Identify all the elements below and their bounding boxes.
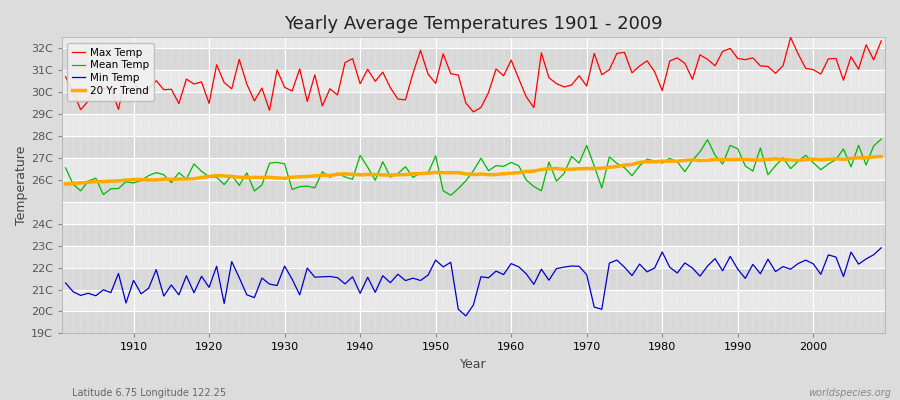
20 Yr Trend <box>506 171 517 176</box>
Mean Temp <box>60 166 71 170</box>
Max Temp <box>121 73 131 78</box>
Max Temp <box>604 67 615 72</box>
Mean Temp <box>446 193 456 198</box>
Bar <box>62 180 885 202</box>
20 Yr Trend <box>60 182 71 186</box>
Min Temp <box>461 314 472 318</box>
Bar <box>62 268 885 290</box>
Bar <box>62 312 885 334</box>
Bar <box>62 246 885 268</box>
20 Yr Trend <box>499 171 509 176</box>
Min Temp <box>876 246 886 250</box>
Max Temp <box>876 38 886 43</box>
20 Yr Trend <box>332 172 343 177</box>
Min Temp <box>121 301 131 306</box>
Mean Temp <box>332 171 343 176</box>
Max Temp <box>506 58 517 62</box>
Bar <box>62 114 885 136</box>
20 Yr Trend <box>597 166 608 171</box>
Line: 20 Yr Trend: 20 Yr Trend <box>66 156 881 184</box>
20 Yr Trend <box>876 154 886 159</box>
Min Temp <box>332 275 343 280</box>
Legend: Max Temp, Mean Temp, Min Temp, 20 Yr Trend: Max Temp, Mean Temp, Min Temp, 20 Yr Tre… <box>67 42 154 101</box>
Mean Temp <box>506 160 517 165</box>
Mean Temp <box>287 187 298 192</box>
X-axis label: Year: Year <box>460 358 487 371</box>
Min Temp <box>287 277 298 282</box>
Bar <box>62 224 885 246</box>
Text: worldspecies.org: worldspecies.org <box>808 388 891 398</box>
Min Temp <box>513 264 524 269</box>
Bar <box>62 92 885 114</box>
20 Yr Trend <box>287 175 298 180</box>
Bar <box>62 158 885 180</box>
Max Temp <box>513 76 524 81</box>
Bar <box>62 70 885 92</box>
Y-axis label: Temperature: Temperature <box>15 146 28 225</box>
Min Temp <box>506 261 517 266</box>
20 Yr Trend <box>121 178 131 182</box>
Line: Mean Temp: Mean Temp <box>66 139 881 195</box>
Title: Yearly Average Temperatures 1901 - 2009: Yearly Average Temperatures 1901 - 2009 <box>284 15 662 33</box>
Max Temp <box>332 93 343 98</box>
Min Temp <box>60 280 71 285</box>
Line: Min Temp: Min Temp <box>66 248 881 316</box>
Bar <box>62 136 885 158</box>
Min Temp <box>604 261 615 266</box>
Bar <box>62 202 885 224</box>
Text: Latitude 6.75 Longitude 122.25: Latitude 6.75 Longitude 122.25 <box>72 388 226 398</box>
Line: Max Temp: Max Temp <box>66 38 881 112</box>
Bar <box>62 48 885 70</box>
Max Temp <box>785 35 796 40</box>
Max Temp <box>468 110 479 114</box>
Max Temp <box>60 74 71 79</box>
Mean Temp <box>876 137 886 142</box>
Mean Temp <box>121 179 131 184</box>
Mean Temp <box>513 163 524 168</box>
Max Temp <box>287 89 298 94</box>
Mean Temp <box>604 154 615 159</box>
Bar <box>62 290 885 312</box>
